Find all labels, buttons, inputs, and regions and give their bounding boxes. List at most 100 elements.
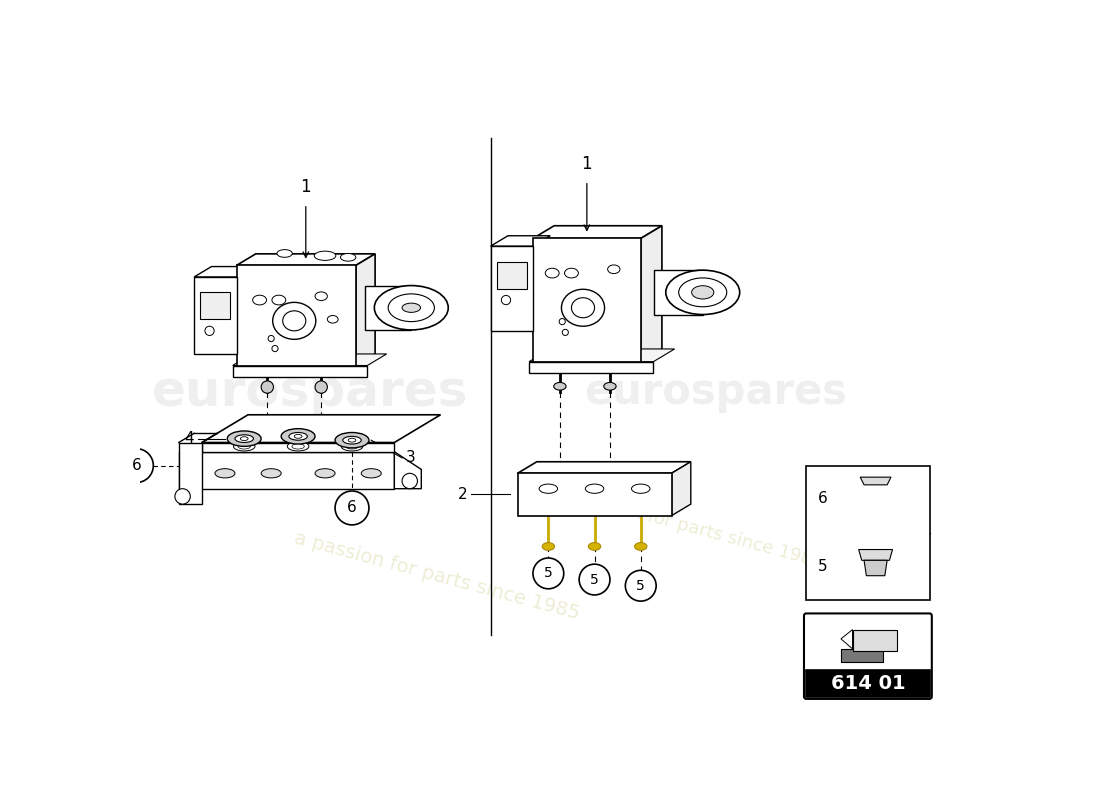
Ellipse shape xyxy=(343,436,361,444)
Ellipse shape xyxy=(345,444,359,449)
Ellipse shape xyxy=(233,442,255,451)
Ellipse shape xyxy=(282,429,315,444)
Circle shape xyxy=(175,489,190,504)
Ellipse shape xyxy=(607,265,620,274)
Ellipse shape xyxy=(341,254,355,261)
Ellipse shape xyxy=(328,315,338,323)
Polygon shape xyxy=(859,550,892,560)
Text: 1: 1 xyxy=(582,155,592,173)
Ellipse shape xyxy=(635,542,647,550)
Text: 1: 1 xyxy=(300,178,311,196)
Ellipse shape xyxy=(315,469,336,478)
Ellipse shape xyxy=(238,444,251,449)
Circle shape xyxy=(261,381,274,394)
Ellipse shape xyxy=(388,294,434,322)
Text: 5: 5 xyxy=(544,566,552,581)
Ellipse shape xyxy=(287,442,309,451)
Ellipse shape xyxy=(336,433,368,448)
Polygon shape xyxy=(356,254,375,366)
Text: a passion for parts since 1985: a passion for parts since 1985 xyxy=(557,483,825,571)
Ellipse shape xyxy=(292,444,305,449)
Polygon shape xyxy=(860,477,891,485)
Polygon shape xyxy=(806,466,930,600)
Polygon shape xyxy=(365,286,411,330)
Ellipse shape xyxy=(542,542,554,550)
Polygon shape xyxy=(497,262,527,289)
Ellipse shape xyxy=(588,542,601,550)
Text: 3: 3 xyxy=(406,450,416,466)
Polygon shape xyxy=(865,560,887,576)
Text: 6: 6 xyxy=(132,458,141,473)
Polygon shape xyxy=(842,630,852,649)
Ellipse shape xyxy=(272,295,286,305)
Ellipse shape xyxy=(315,292,328,301)
Circle shape xyxy=(534,558,563,589)
Ellipse shape xyxy=(277,250,293,258)
Ellipse shape xyxy=(666,270,739,314)
Ellipse shape xyxy=(539,484,558,494)
Circle shape xyxy=(562,330,569,335)
Text: eurospares: eurospares xyxy=(585,370,848,413)
Text: 6: 6 xyxy=(348,501,356,515)
Ellipse shape xyxy=(341,442,363,451)
Ellipse shape xyxy=(585,484,604,494)
Polygon shape xyxy=(517,462,691,474)
Circle shape xyxy=(502,295,510,305)
Polygon shape xyxy=(534,226,662,238)
Polygon shape xyxy=(491,246,534,331)
Ellipse shape xyxy=(564,268,579,278)
Circle shape xyxy=(403,474,418,489)
Ellipse shape xyxy=(228,431,261,446)
Text: 614 01: 614 01 xyxy=(830,674,905,693)
Polygon shape xyxy=(178,442,202,504)
Ellipse shape xyxy=(273,302,316,339)
Circle shape xyxy=(120,449,153,482)
Ellipse shape xyxy=(572,298,594,318)
Circle shape xyxy=(559,318,565,325)
Text: 6: 6 xyxy=(818,491,827,506)
Circle shape xyxy=(336,491,368,525)
Text: a passion for parts since 1985: a passion for parts since 1985 xyxy=(292,529,582,624)
Ellipse shape xyxy=(289,433,307,440)
Polygon shape xyxy=(202,414,440,442)
Polygon shape xyxy=(529,349,674,362)
Ellipse shape xyxy=(295,434,301,438)
Text: 2: 2 xyxy=(458,487,468,502)
Circle shape xyxy=(272,346,278,352)
Polygon shape xyxy=(529,362,653,373)
Circle shape xyxy=(315,381,328,394)
Ellipse shape xyxy=(553,382,566,390)
Polygon shape xyxy=(806,670,930,697)
Text: 5: 5 xyxy=(818,559,827,574)
Polygon shape xyxy=(654,270,703,314)
Ellipse shape xyxy=(361,469,382,478)
Polygon shape xyxy=(671,462,691,516)
Ellipse shape xyxy=(348,438,356,442)
FancyBboxPatch shape xyxy=(804,614,932,699)
Polygon shape xyxy=(640,226,662,362)
Polygon shape xyxy=(236,254,375,266)
Polygon shape xyxy=(233,366,367,377)
Ellipse shape xyxy=(546,268,559,278)
Polygon shape xyxy=(534,238,640,362)
Ellipse shape xyxy=(692,286,714,299)
Polygon shape xyxy=(852,630,898,651)
Ellipse shape xyxy=(283,311,306,331)
Circle shape xyxy=(625,570,656,601)
Ellipse shape xyxy=(402,303,420,312)
Polygon shape xyxy=(491,236,550,246)
Polygon shape xyxy=(178,452,395,489)
Circle shape xyxy=(205,326,214,335)
Text: 5: 5 xyxy=(591,573,598,586)
Polygon shape xyxy=(236,266,356,366)
Ellipse shape xyxy=(214,469,235,478)
Polygon shape xyxy=(842,649,883,662)
Ellipse shape xyxy=(374,286,449,330)
Ellipse shape xyxy=(315,251,336,260)
Polygon shape xyxy=(517,474,671,516)
Ellipse shape xyxy=(604,382,616,390)
Polygon shape xyxy=(202,442,395,452)
Text: eurospares: eurospares xyxy=(152,368,468,416)
Ellipse shape xyxy=(240,437,248,441)
Polygon shape xyxy=(395,452,421,489)
